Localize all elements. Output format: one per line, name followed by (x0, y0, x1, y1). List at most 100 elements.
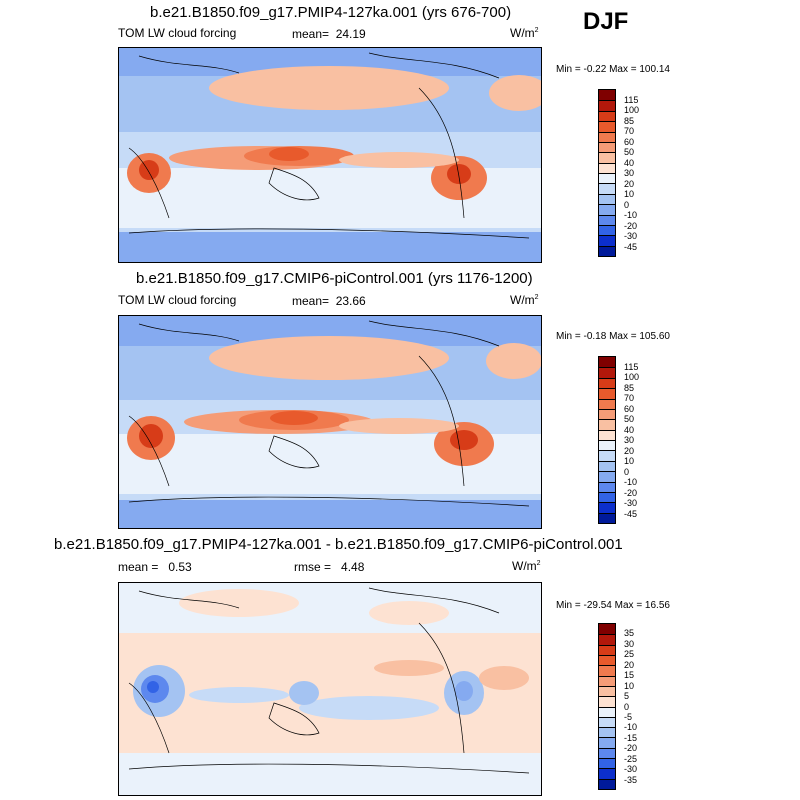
colorbar-label: 85 (624, 115, 635, 126)
colorbar-swatch (599, 245, 615, 256)
colorbar-label: 0 (624, 466, 630, 477)
colorbar-label: 70 (624, 393, 635, 403)
colorbar-label: -15 (624, 732, 638, 743)
panel1-minmax: Min = -0.22 Max = 100.14 (556, 64, 670, 75)
colorbar-swatch (599, 398, 615, 409)
colorbar-label: 0 (624, 701, 630, 712)
colorbar-label: -45 (624, 241, 638, 252)
colorbar-swatch (599, 481, 615, 492)
colorbar-swatch (599, 408, 615, 420)
colorbar-swatch (599, 100, 615, 111)
colorbar-swatch (599, 654, 615, 666)
panel1-units: W/m2 (510, 26, 539, 40)
colorbar-label: 115 (624, 361, 639, 372)
colorbar-label: 30 (624, 435, 635, 445)
colorbar-label: 20 (624, 659, 635, 670)
panel2-units-exp: 2 (534, 294, 539, 301)
colorbar-label: -20 (624, 220, 638, 231)
colorbar-label: 60 (624, 136, 635, 147)
colorbar-swatch (599, 90, 615, 101)
colorbar-label: 35 (624, 628, 635, 639)
panel3-minmax: Min = -29.54 Max = 16.56 (556, 600, 670, 611)
colorbar-swatch (599, 429, 615, 440)
panel3-rmse: rmse = 4.48 (294, 560, 364, 574)
panel1-mean-value: 24.19 (335, 27, 366, 41)
colorbar-label: 40 (624, 157, 635, 168)
colorbar-swatch (599, 173, 615, 184)
panel3-colorbar (598, 623, 616, 790)
panel3-map (118, 582, 542, 796)
colorbar-label: -20 (624, 743, 638, 754)
panel3-mean-label: mean = (118, 560, 159, 574)
panel2-variable: TOM LW cloud forcing (118, 293, 237, 307)
colorbar-label: -10 (624, 722, 638, 733)
colorbar-swatch (599, 502, 615, 513)
panel2-mean-value: 23.66 (335, 294, 366, 308)
colorbar-swatch (599, 440, 615, 451)
colorbar-label: 25 (624, 649, 635, 660)
colorbar-swatch (599, 141, 615, 153)
panel3-rmse-label: rmse = (294, 560, 332, 574)
colorbar-label: 50 (624, 147, 635, 157)
colorbar-label: 30 (624, 638, 635, 649)
panel1-units-text: W/m (510, 26, 535, 40)
colorbar-swatch (599, 450, 615, 461)
colorbar-swatch (599, 357, 615, 368)
colorbar-swatch (599, 121, 615, 132)
colorbar-swatch (599, 367, 615, 378)
colorbar-label: 20 (624, 178, 635, 189)
colorbar-swatch (599, 747, 615, 759)
colorbar-swatch (599, 471, 615, 482)
panel3-mean: mean = 0.53 (118, 560, 192, 574)
colorbar-label: -10 (624, 477, 638, 487)
colorbar-label: 10 (624, 456, 635, 466)
colorbar-swatch (599, 377, 615, 389)
colorbar-label: -5 (624, 711, 633, 722)
colorbar-swatch (599, 235, 615, 246)
panel2-units-text: W/m (510, 293, 535, 307)
colorbar-swatch (599, 162, 615, 173)
panel1-units-exp: 2 (534, 27, 539, 34)
colorbar-label: 60 (624, 403, 635, 414)
panel2-minmax: Min = -0.18 Max = 105.60 (556, 331, 670, 342)
colorbar-swatch (599, 665, 615, 676)
colorbar-swatch (599, 737, 615, 748)
colorbar-swatch (599, 224, 615, 236)
colorbar-label: 100 (624, 105, 640, 115)
panel3-units-text: W/m (512, 559, 537, 573)
colorbar-swatch (599, 152, 615, 163)
panel3-rmse-value: 4.48 (341, 560, 365, 574)
colorbar-label: 115 (624, 94, 639, 105)
panel2-map-field (119, 316, 541, 528)
colorbar-label: 0 (624, 199, 630, 210)
colorbar-swatch (599, 204, 615, 215)
panel2-colorbar (598, 356, 616, 524)
colorbar-swatch (599, 419, 615, 430)
colorbar-swatch (599, 388, 615, 399)
colorbar-swatch (599, 768, 615, 779)
colorbar-label: 100 (624, 372, 640, 382)
season-label: DJF (583, 8, 629, 35)
colorbar-label: 10 (624, 189, 635, 199)
colorbar-label: -30 (624, 764, 638, 775)
panel3-units-exp: 2 (536, 560, 541, 567)
colorbar-label: -10 (624, 210, 638, 220)
colorbar-swatch (599, 110, 615, 122)
panel2-mean: mean= 23.66 (292, 294, 366, 308)
colorbar-swatch (599, 460, 615, 472)
colorbar-swatch (599, 491, 615, 503)
colorbar-swatch (599, 183, 615, 194)
colorbar-label: 30 (624, 168, 635, 178)
panel1-map-field (119, 48, 541, 262)
panel2-mean-label: mean= (292, 294, 330, 308)
colorbar-swatch (599, 716, 615, 728)
panel3-units: W/m2 (512, 559, 541, 573)
panel1-mean: mean= 24.19 (292, 27, 366, 41)
colorbar-label: -30 (624, 231, 638, 241)
panel1-map (118, 47, 542, 263)
colorbar-label: 85 (624, 382, 635, 393)
colorbar-label: 70 (624, 126, 635, 136)
panel3-map-field (119, 583, 541, 795)
panel3-mean-value: 0.53 (168, 560, 192, 574)
colorbar-label: -35 (624, 774, 638, 785)
